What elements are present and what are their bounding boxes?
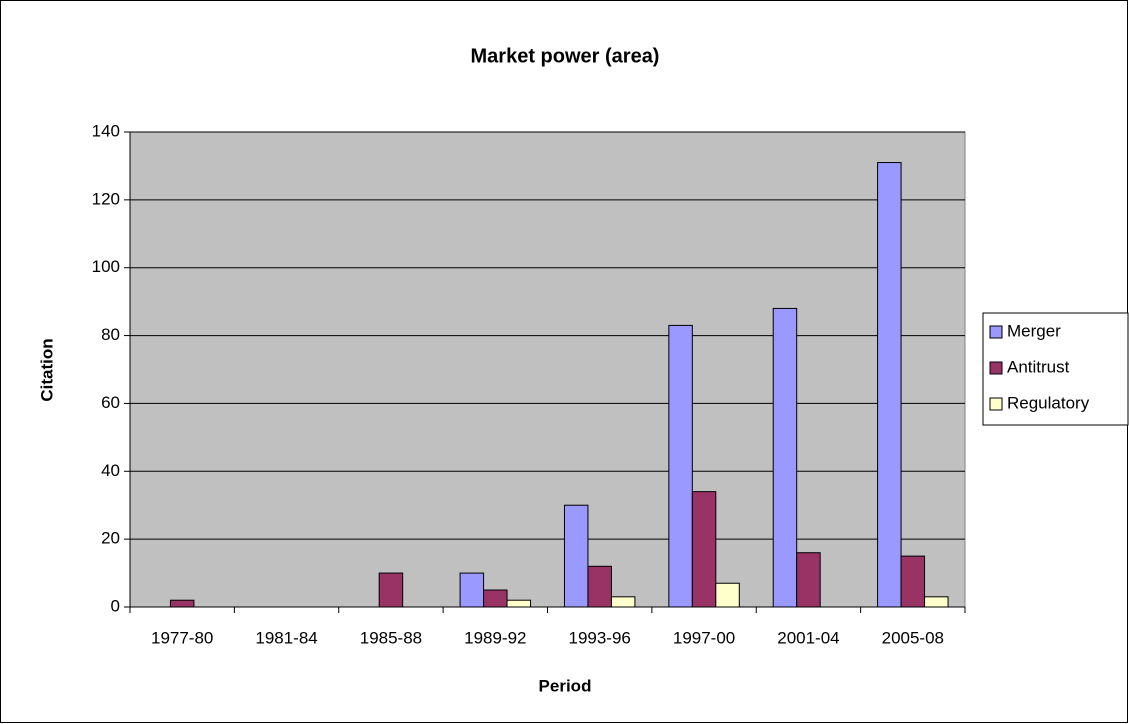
x-tick-label: 1989-92 [464,628,526,647]
legend-swatch [989,397,1003,411]
bar [169,599,195,608]
bar [796,552,821,608]
bar [900,555,926,608]
bar [610,596,636,608]
x-tick-label: 1981-84 [255,628,317,647]
bar [506,599,532,608]
legend-swatch [989,361,1003,375]
y-tick-label: 40 [101,461,120,480]
bar [715,582,740,608]
chart-title: Market power (area) [471,45,660,67]
y-tick-label: 0 [111,596,120,615]
bar [668,324,693,608]
bar [483,589,508,608]
x-tick-label: 1977-80 [151,628,213,647]
bar [587,565,612,608]
bar [691,491,717,608]
bar [877,162,902,608]
x-tick-label: 1985-88 [360,628,422,647]
x-tick-label: 1997-00 [673,628,735,647]
bar [924,596,949,608]
y-tick-label: 20 [101,529,120,548]
plot-area [129,131,966,608]
y-tick-label: 120 [92,189,120,208]
bar [563,504,589,608]
y-axis-title: Citation [37,338,56,401]
y-tick-label: 60 [101,393,120,412]
x-axis-title: Period [539,676,592,695]
x-tick-label: 1993-96 [568,628,630,647]
legend-label: Merger [1007,321,1061,340]
legend-swatch [989,325,1003,339]
y-tick-label: 100 [92,257,120,276]
legend-label: Antitrust [1007,357,1070,376]
legend-label: Regulatory [1007,393,1090,412]
bar [459,572,485,608]
bar [378,572,404,608]
legend-box [982,312,1129,426]
x-tick-label: 2001-04 [777,628,839,647]
y-tick-label: 140 [92,121,120,140]
y-tick-label: 80 [101,325,120,344]
bar [772,307,798,608]
x-tick-label: 2005-08 [882,628,944,647]
